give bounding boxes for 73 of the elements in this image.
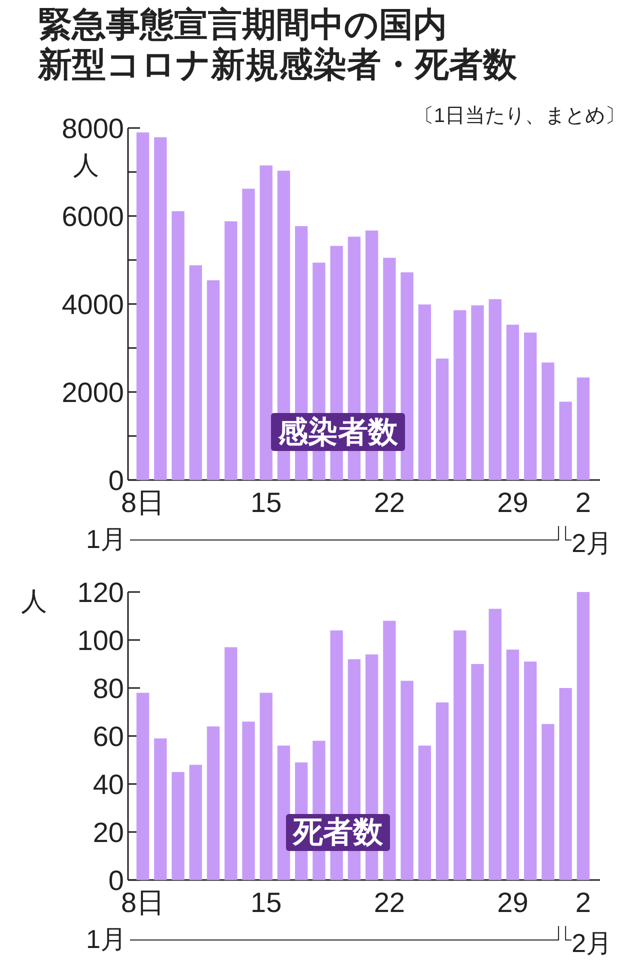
x-tick-label: 2 [575, 887, 591, 918]
y-tick-label: 6000 [62, 201, 124, 232]
y-tick-label: 4000 [62, 289, 124, 320]
bar [418, 746, 431, 880]
bar [576, 592, 590, 880]
y-tick-label: 100 [77, 625, 124, 656]
bar [242, 188, 255, 480]
bar [506, 650, 520, 880]
bar [136, 692, 150, 880]
y-tick-label: 40 [92, 769, 124, 800]
x-tick-label: 8日 [121, 487, 165, 518]
x-tick-label: 22 [374, 887, 405, 918]
bar [454, 310, 466, 480]
bar [154, 137, 167, 480]
bar [260, 692, 272, 880]
bar [242, 722, 255, 880]
x-tick-label: 22 [374, 487, 405, 518]
bar [436, 702, 449, 880]
text: 2月 [572, 928, 612, 958]
bar [383, 620, 396, 880]
bar [576, 377, 590, 480]
bar [524, 332, 537, 480]
bar [418, 304, 431, 480]
bar [559, 688, 572, 880]
y-tick-label: 60 [92, 721, 124, 752]
bar [189, 764, 202, 880]
y-tick-label: 2000 [62, 377, 124, 408]
bar [400, 680, 414, 880]
bar [542, 362, 554, 480]
text: 1月 [86, 524, 126, 554]
bar [524, 662, 537, 880]
bar [224, 221, 238, 480]
chart-subtitle: 新型コロナ新規感染者・死者数 [37, 46, 518, 84]
bar [488, 299, 502, 480]
text: 〔1日当たり、まとめ〕 [414, 105, 625, 127]
text: 1月 [86, 924, 126, 954]
x-tick-label: 29 [497, 487, 528, 518]
y-axis-title: 人 [21, 586, 47, 616]
x-tick-label: 8日 [121, 887, 165, 918]
bar [154, 738, 167, 880]
bar [436, 358, 449, 480]
y-axis-title: 人 [73, 150, 99, 180]
y-tick-label: 0 [108, 865, 124, 896]
bar [172, 772, 184, 880]
bar [471, 664, 484, 880]
chart-title: 緊急事態宣言期間中の国内 [38, 6, 447, 44]
y-tick-label: 0 [108, 465, 124, 496]
bar [542, 724, 554, 880]
bar [471, 305, 484, 480]
annotation: 感染者数 [277, 415, 399, 449]
bar [206, 726, 220, 880]
bar [206, 280, 220, 480]
bar [277, 746, 290, 880]
bar [260, 165, 272, 480]
x-tick-label: 2 [575, 487, 591, 518]
bar [506, 324, 520, 480]
bar [136, 132, 150, 480]
text: 2月 [572, 528, 612, 558]
bar [454, 630, 466, 880]
y-tick-label: 80 [92, 673, 124, 704]
bar [172, 211, 184, 480]
bar [488, 608, 502, 880]
annotation: 死者数 [292, 816, 384, 849]
bar [400, 272, 414, 480]
y-tick-label: 120 [77, 577, 124, 608]
bar [559, 402, 572, 480]
x-tick-label: 15 [250, 887, 282, 918]
y-tick-label: 20 [92, 817, 124, 848]
x-tick-label: 15 [250, 487, 282, 518]
bar [224, 647, 238, 880]
y-tick-label: 8000 [62, 113, 124, 144]
bar [189, 265, 202, 480]
x-tick-label: 29 [497, 887, 528, 918]
